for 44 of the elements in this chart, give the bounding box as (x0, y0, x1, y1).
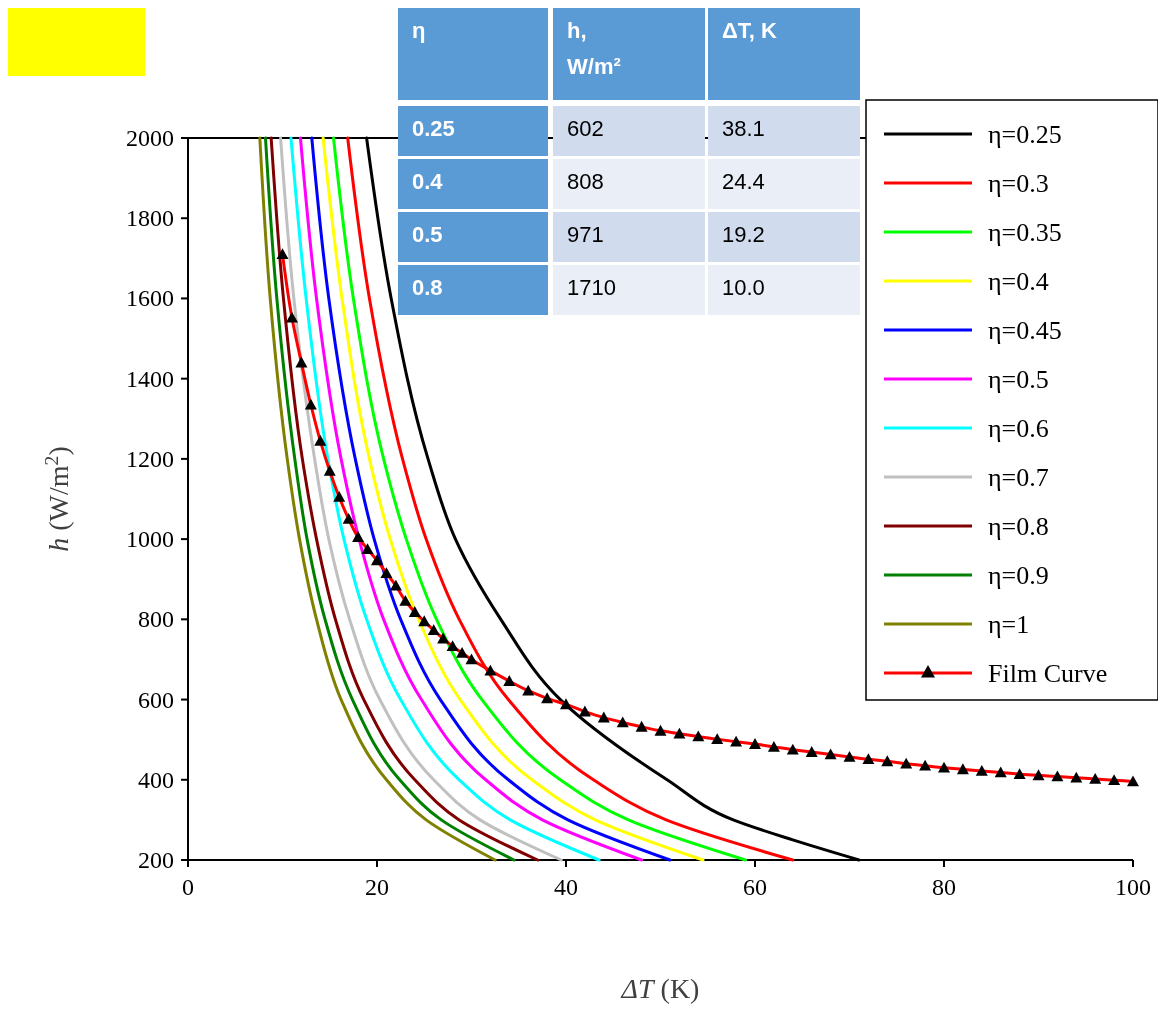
x-tick-label: 40 (554, 874, 578, 900)
y-tick-label: 600 (138, 686, 174, 713)
x-tick-label: 60 (743, 874, 767, 900)
legend-label: Film Curve (988, 659, 1108, 688)
x-tick-label: 20 (365, 874, 389, 900)
y-tick-label: 1400 (126, 365, 174, 392)
x-tick-label: 80 (932, 874, 956, 900)
legend-label: η=0.9 (988, 561, 1049, 590)
y-tick-label: 1600 (126, 285, 174, 312)
y-tick-label: 1200 (126, 445, 174, 472)
annotation: 0.4 (412, 169, 444, 194)
x-axis-title: ΔT (K) (620, 973, 700, 1004)
legend-label: η=0.7 (988, 463, 1049, 492)
annotation: 10.0 (722, 275, 765, 300)
legend-label: η=0.3 (988, 169, 1049, 198)
y-tick-label: 800 (138, 606, 174, 633)
y-tick-label: 400 (138, 766, 174, 793)
text: η (412, 18, 426, 43)
y-tick-label: 1800 (126, 205, 174, 232)
annotation: 38.1 (722, 116, 765, 141)
text: ΔT, K (722, 18, 777, 43)
legend-label: η=0.25 (988, 120, 1062, 149)
legend-label: η=0.6 (988, 414, 1049, 443)
annotation: 808 (567, 169, 604, 194)
annotation: 971 (567, 222, 604, 247)
annotation: 0.5 (412, 222, 443, 247)
x-tick-label: 100 (1115, 874, 1151, 900)
annotation: 602 (567, 116, 604, 141)
y-tick-label: 200 (138, 847, 174, 873)
y-tick-label: 2000 (126, 125, 174, 151)
text: h, W/m² (567, 18, 621, 79)
x-tick-label: 0 (182, 874, 194, 900)
annotation: 19.2 (722, 222, 765, 247)
annotation: 0.8 (412, 275, 443, 300)
legend-label: η=0.45 (988, 316, 1062, 345)
legend-label: η=0.5 (988, 365, 1049, 394)
annotation: 24.4 (722, 169, 765, 194)
legend-label: η=0.8 (988, 512, 1049, 541)
annotation: 1710 (567, 275, 616, 300)
legend-label: η=0.4 (988, 267, 1049, 296)
legend-label: η=0.35 (988, 218, 1062, 247)
legend-label: η=1 (988, 610, 1030, 639)
annotation: 0.25 (412, 116, 455, 141)
y-tick-label: 1000 (126, 526, 174, 553)
